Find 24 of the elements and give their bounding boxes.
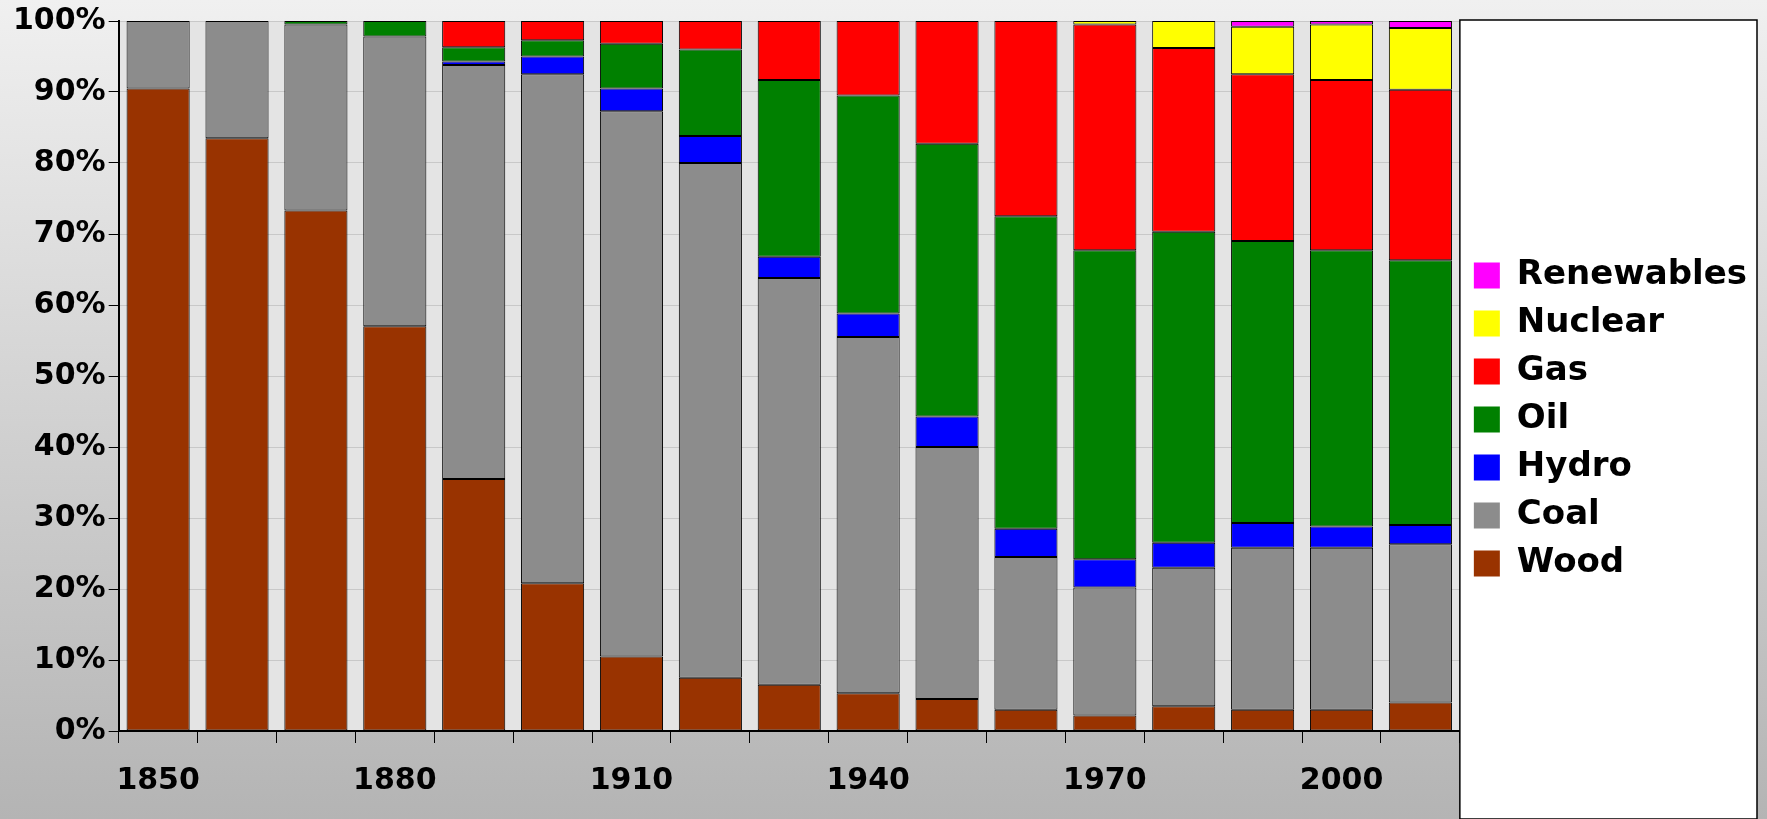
y-tick-label: 30% [33, 497, 106, 533]
legend-label: Oil [1516, 396, 1570, 437]
y-tick-label: 10% [33, 639, 106, 675]
y-tick-label: 20% [33, 568, 106, 604]
x-tick-label: 1850 [116, 760, 200, 796]
x-tick-label: 2000 [1299, 760, 1384, 796]
legend-label: Nuclear [1516, 300, 1665, 341]
x-tick-label: 1880 [353, 760, 437, 796]
y-tick-label: 80% [33, 142, 106, 178]
y-tick-label: 90% [33, 71, 106, 107]
y-tick-label: 40% [33, 426, 106, 462]
legend-label: Gas [1516, 348, 1588, 389]
y-tick-label: 100% [12, 0, 106, 36]
x-tick-label: 1940 [826, 760, 910, 796]
legend-label: Hydro [1516, 444, 1632, 485]
y-tick-label: 0% [54, 710, 106, 746]
y-tick-label: 70% [33, 213, 106, 249]
y-tick-label: 60% [33, 284, 106, 320]
legend-label: Renewables [1516, 252, 1748, 293]
legend-label: Wood [1516, 540, 1625, 581]
y-tick-label: 50% [33, 355, 106, 391]
x-tick-label: 1970 [1063, 760, 1147, 796]
legend-label: Coal [1516, 492, 1600, 533]
x-tick-label: 1910 [589, 760, 674, 796]
